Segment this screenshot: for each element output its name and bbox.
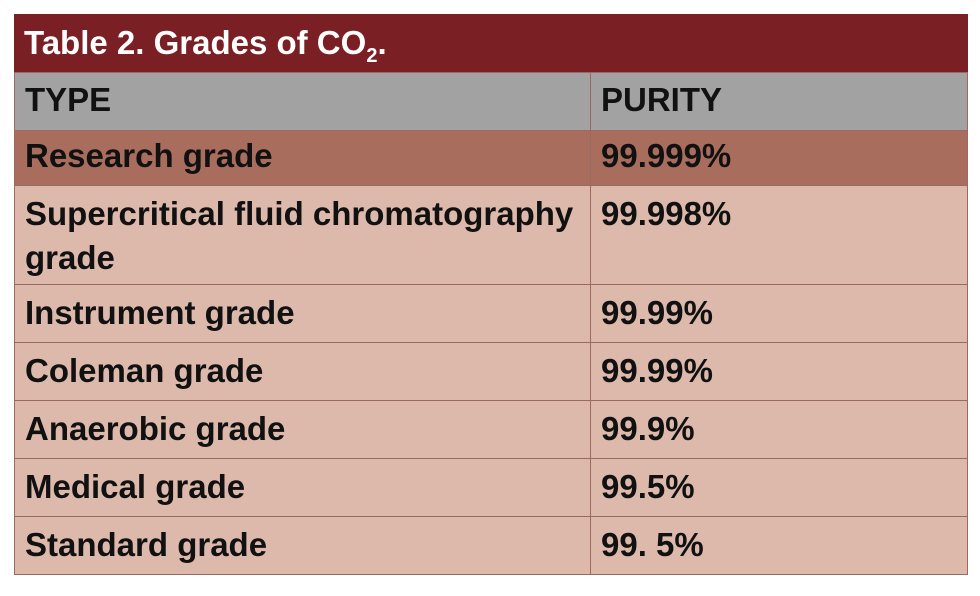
table-row: Coleman grade 99.99% <box>14 342 968 401</box>
type-cell: Standard grade <box>14 516 591 575</box>
purity-cell: 99.999% <box>590 130 968 186</box>
type-cell: Instrument grade <box>14 284 591 343</box>
table-container: Table 2. Grades of CO2. TYPE PURITY Resear… <box>14 14 968 575</box>
grades-table: TYPE PURITY Research grade 99.999% Supercrit… <box>14 72 968 575</box>
type-cell: Coleman grade <box>14 342 591 401</box>
table-title: Table 2. Grades of CO2. <box>14 14 968 72</box>
title-subscript: 2 <box>366 45 378 67</box>
header-cell: PURITY <box>590 72 968 131</box>
purity-cell: 99.99% <box>590 284 968 343</box>
type-cell: Supercritical fluid chromatography grade <box>14 185 591 285</box>
table-row: Research grade 99.999% <box>14 130 968 186</box>
table-row: Anaerobic grade 99.9% <box>14 400 968 459</box>
purity-cell: 99.9% <box>590 400 968 459</box>
header-row: TYPE PURITY <box>14 72 968 131</box>
title-end: . <box>377 24 387 61</box>
type-cell: Research grade <box>14 130 591 186</box>
header-cell: TYPE <box>14 72 591 131</box>
purity-cell: 99.5% <box>590 458 968 517</box>
table-row: Medical grade 99.5% <box>14 458 968 517</box>
purity-cell: 99.99% <box>590 342 968 401</box>
table-body: TYPE PURITY Research grade 99.999% Supercrit… <box>14 72 968 575</box>
table-row: Instrument grade 99.99% <box>14 284 968 343</box>
table-row: Supercritical fluid chromatography grade… <box>14 185 968 285</box>
purity-cell: 99.998% <box>590 185 968 285</box>
type-cell: Anaerobic grade <box>14 400 591 459</box>
purity-cell: 99. 5% <box>590 516 968 575</box>
table-row: Standard grade 99. 5% <box>14 516 968 575</box>
type-cell: Medical grade <box>14 458 591 517</box>
title-text: Table 2. Grades of CO <box>24 24 367 61</box>
